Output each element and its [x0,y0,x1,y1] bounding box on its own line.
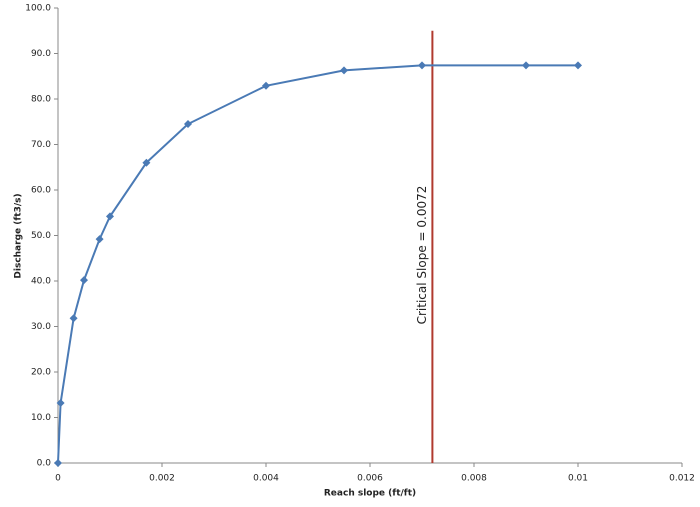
y-tick-label: 100.0 [25,4,51,14]
data-point [262,81,270,90]
data-point [54,459,62,467]
y-tick-label: 30.0 [31,322,51,332]
x-tick-label: 0.008 [461,474,487,484]
data-point [95,235,104,244]
x-tick-label: 0 [55,474,61,484]
y-tick-label: 50.0 [31,231,51,241]
y-tick-label: 90.0 [31,49,51,59]
y-tick-label: 40.0 [31,277,51,287]
x-tick-label: 0.012 [669,474,695,484]
data-point [418,61,426,70]
y-tick-label: 80.0 [31,95,51,105]
x-tick-label: 0.002 [149,474,175,484]
data-point [184,120,192,129]
y-tick-label: 70.0 [31,140,51,150]
y-tick-label: 20.0 [31,368,51,378]
x-tick-label: 0.01 [568,474,588,484]
data-point [80,276,88,285]
data-point [574,61,582,70]
y-tick-label: 0.0 [37,459,52,469]
critical-label: Critical Slope = 0.0072 [415,186,429,325]
data-point [56,398,65,407]
data-point [106,212,114,221]
data-point [340,66,348,75]
data-point [522,61,530,70]
data-point [69,314,78,323]
data-point [142,158,151,167]
y-tick-label: 60.0 [31,186,51,196]
y-axis-title: Discharge (ft3/s) [14,193,24,278]
y-tick-label: 10.0 [31,413,51,423]
x-axis-title: Reach slope (ft/ft) [324,489,416,499]
x-tick-label: 0.004 [253,474,279,484]
x-tick-label: 0.006 [357,474,383,484]
